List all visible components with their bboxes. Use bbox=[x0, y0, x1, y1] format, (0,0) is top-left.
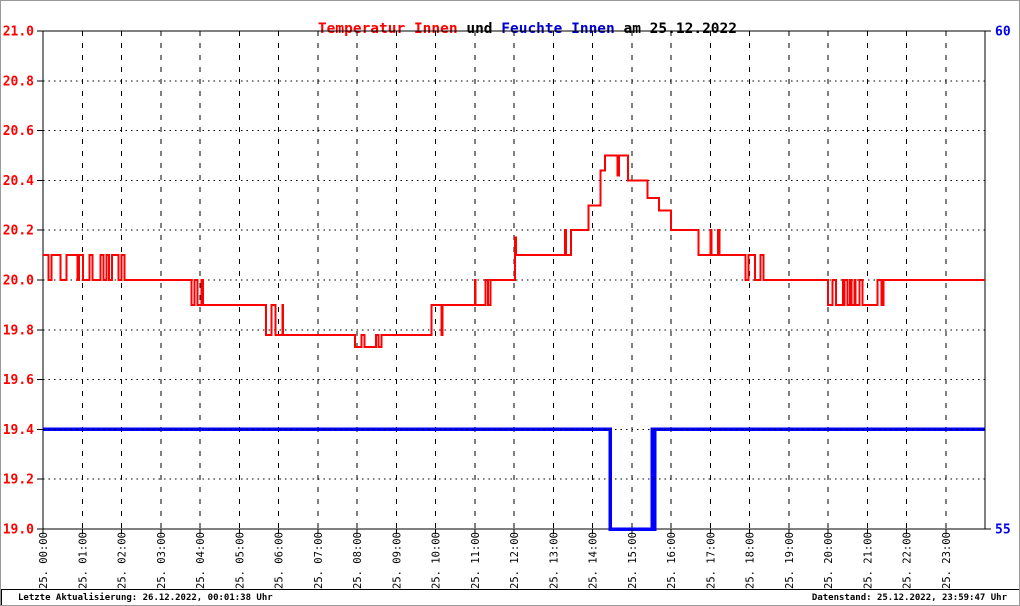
y-left-tick-label: 19.4 bbox=[3, 423, 34, 438]
y-left-tick-label: 19.0 bbox=[3, 523, 34, 538]
y-left-tick-label: 19.8 bbox=[3, 323, 34, 338]
last-update-text: Letzte Aktualisierung: 26.12.2022, 00:01… bbox=[18, 592, 273, 603]
x-tick-label: 25. 14:00 bbox=[588, 532, 600, 589]
x-tick-label: 25. 20:00 bbox=[823, 532, 835, 589]
chart-title-humidity: Feuchte Innen bbox=[501, 21, 615, 37]
x-tick-label: 25. 18:00 bbox=[745, 532, 757, 589]
y-left-tick-label: 20.8 bbox=[3, 74, 34, 89]
data-timestamp-text: Datenstand: 25.12.2022, 23:59:47 Uhr bbox=[811, 592, 1007, 603]
y-left-tick-label: 21.0 bbox=[3, 25, 34, 40]
y-left-tick-label: 20.0 bbox=[3, 274, 34, 289]
chart-title-und: und bbox=[457, 21, 502, 37]
temperature-series-line bbox=[43, 154, 985, 349]
y-left-tick-label: 19.2 bbox=[3, 473, 34, 488]
x-tick-label: 25. 00:00 bbox=[38, 532, 50, 589]
x-tick-label: 25. 21:00 bbox=[862, 532, 874, 589]
y-left-tick-label: 20.4 bbox=[3, 174, 34, 189]
chart-plot-area: 21.0 20.8 20.6 20.4 20.2 20.0 19.8 19.6 19.4 19.2… bbox=[3, 25, 1011, 590]
status-bar: Letzte Aktualisierung: 26.12.2022, 00:01… bbox=[1, 589, 1019, 605]
x-tick-label: 25. 10:00 bbox=[431, 532, 443, 589]
y-left-tick-label: 19.6 bbox=[3, 373, 34, 388]
x-tick-label: 25. 02:00 bbox=[117, 532, 129, 589]
x-tick-label: 25. 11:00 bbox=[470, 532, 482, 589]
y-right-tick-label: 60 bbox=[995, 25, 1011, 40]
chart-title-temperature: Temperatur Innen bbox=[317, 21, 458, 37]
x-tick-label: 25. 09:00 bbox=[391, 532, 403, 589]
x-tick-label: 25. 12:00 bbox=[509, 532, 521, 589]
x-tick-label: 25. 22:00 bbox=[902, 532, 914, 589]
x-tick-label: 25. 13:00 bbox=[548, 532, 560, 589]
x-tick-label: 25. 23:00 bbox=[941, 532, 953, 589]
y-left-tick-label: 20.6 bbox=[3, 124, 34, 139]
x-tick-label: 25. 01:00 bbox=[77, 532, 89, 589]
x-tick-label: 25. 15:00 bbox=[627, 532, 639, 589]
y-right-tick-label: 55 bbox=[995, 523, 1011, 538]
x-tick-label: 25. 03:00 bbox=[156, 532, 168, 589]
y-left-tick-label: 20.2 bbox=[3, 224, 34, 239]
x-tick-label: 25. 07:00 bbox=[313, 532, 325, 589]
x-tick-label: 25. 06:00 bbox=[274, 532, 286, 589]
x-tick-label: 25. 17:00 bbox=[705, 532, 717, 589]
x-tick-label: 25. 08:00 bbox=[352, 532, 364, 589]
x-tick-label: 25. 19:00 bbox=[784, 532, 796, 589]
x-tick-label: 25. 16:00 bbox=[666, 532, 678, 589]
x-tick-label: 25. 04:00 bbox=[195, 532, 207, 589]
x-tick-label: 25. 05:00 bbox=[234, 532, 246, 589]
